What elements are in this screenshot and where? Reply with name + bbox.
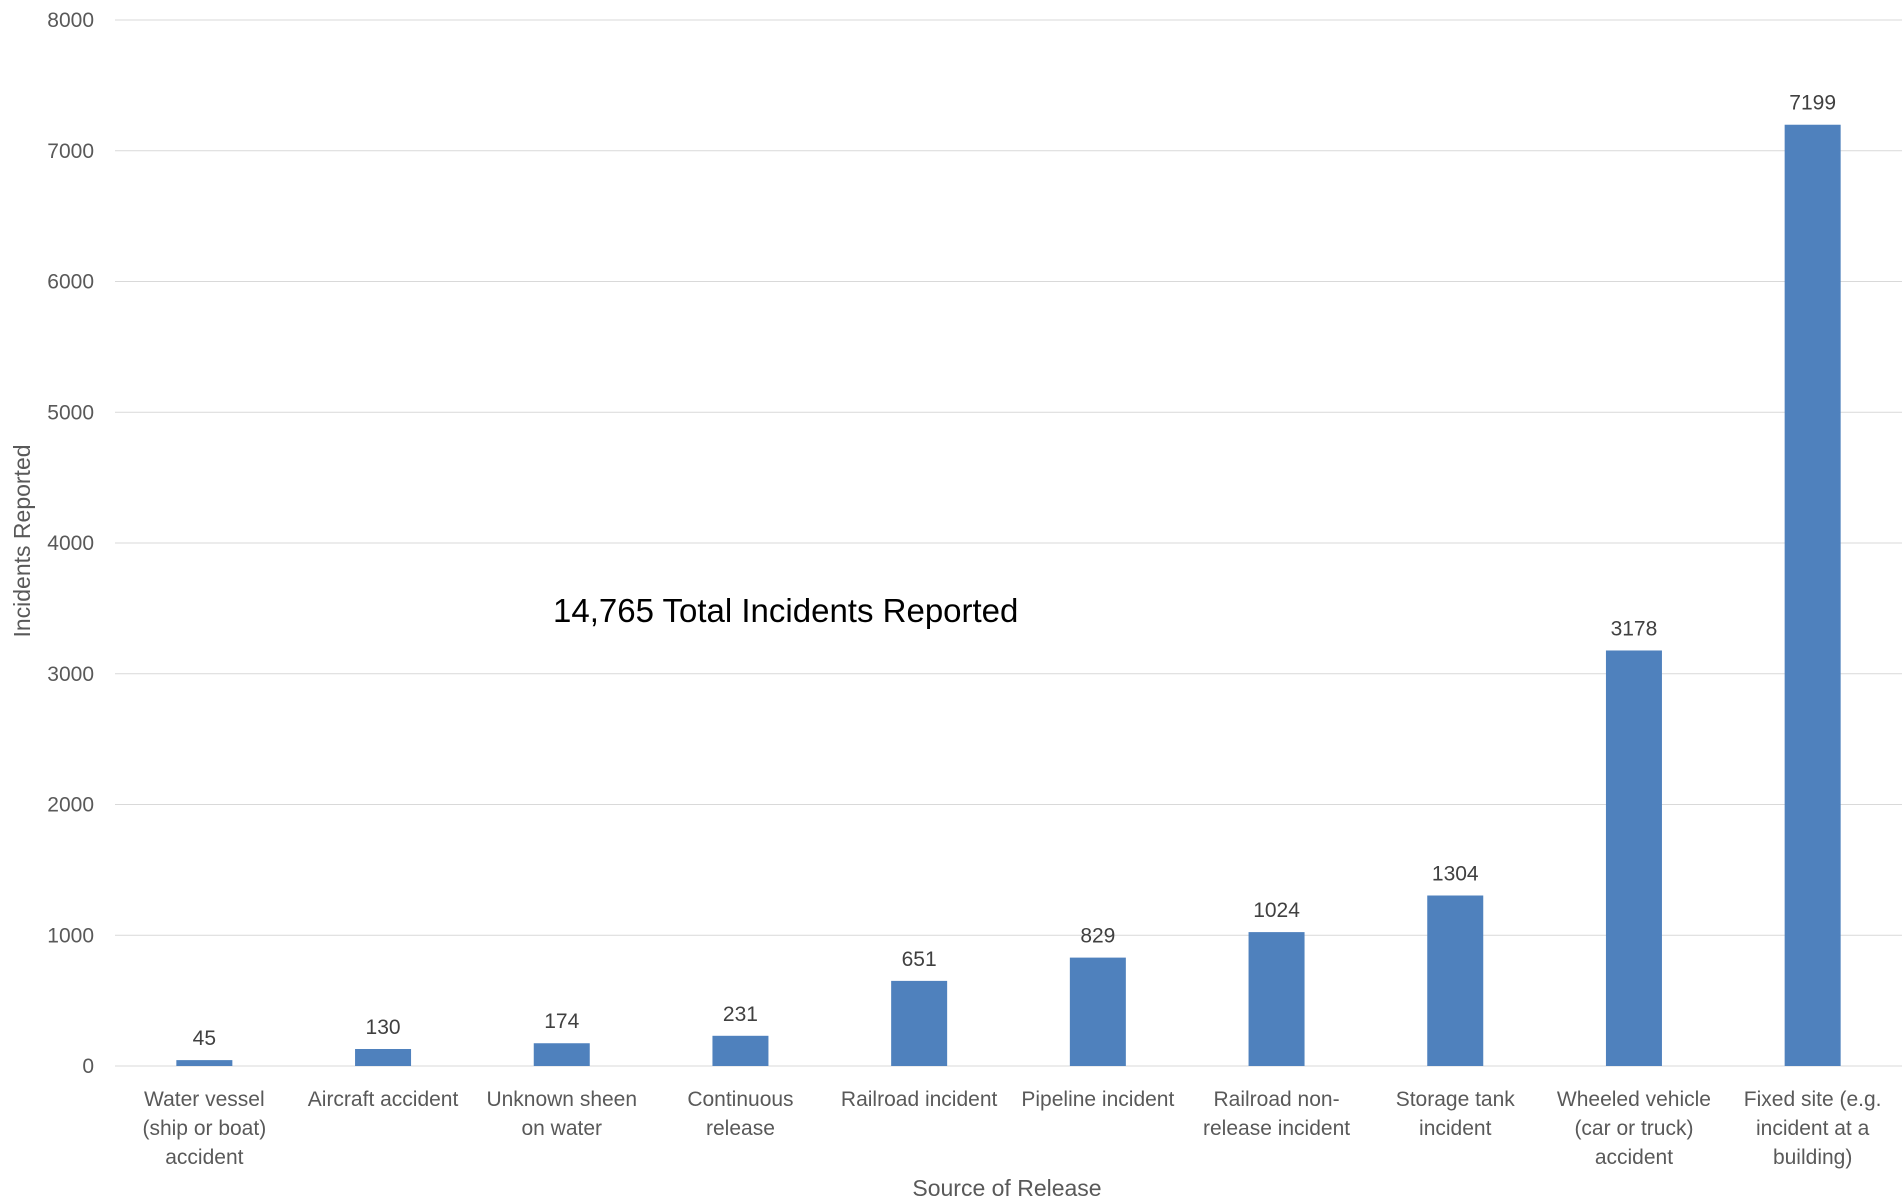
x-category-label: Storage tank incident [1396,1088,1516,1140]
x-category-label-line: Water vessel [144,1088,265,1111]
x-category-label: Pipeline incident [1021,1088,1174,1111]
bars [176,124,1841,1066]
x-category-label: Aircraft accident [308,1088,459,1111]
x-category-label-line: release incident [1203,1117,1350,1140]
x-category-label-line: Storage tank [1396,1088,1516,1111]
x-category-label: Water vessel (ship or boat) accident [142,1088,266,1169]
x-axis-categories: Water vessel (ship or boat) accident Aircra… [142,1088,1881,1169]
x-category-label-line: incident [1419,1117,1492,1140]
y-tick-label: 4000 [47,532,94,555]
data-label: 45 [193,1027,216,1050]
y-tick-label: 0 [82,1055,94,1078]
data-label: 829 [1080,925,1115,948]
total-annotation: 14,765 Total Incidents Reported [553,592,1018,629]
x-category-label-line: Continuous [687,1088,793,1111]
x-axis-title: Source of Release [912,1175,1101,1201]
y-tick-label: 2000 [47,794,94,817]
x-category-label-line: Railroad incident [841,1088,998,1111]
bar [1248,932,1305,1066]
x-category-label-line: Unknown sheen [486,1088,637,1111]
x-category-label-line: (ship or boat) [142,1117,266,1140]
data-label: 231 [723,1003,758,1026]
data-labels: 45 130 174 231 651 829 1024 1304 3178 7199 [193,92,1836,1050]
data-label: 3178 [1611,617,1658,640]
x-category-label: Unknown sheen on water [486,1088,637,1140]
x-category-label: Continuous release [687,1088,793,1140]
x-category-label: Wheeled vehicle (car or truck) accident [1557,1088,1711,1169]
x-category-label-line: building) [1773,1146,1852,1169]
gridlines [115,19,1902,1067]
y-tick-label: 8000 [47,9,94,32]
x-category-label-line: accident [1595,1146,1673,1169]
y-tick-label: 3000 [47,663,94,686]
x-category-label-line: Aircraft accident [308,1088,459,1111]
y-tick-label: 5000 [47,401,94,424]
bar [1069,957,1126,1066]
data-label: 1304 [1432,863,1479,886]
bar [533,1043,590,1066]
bar [355,1049,412,1066]
x-category-label: Railroad non-release incident [1203,1088,1350,1140]
bar [1605,650,1662,1066]
x-category-label-line: release [706,1117,775,1140]
bar [176,1060,233,1066]
x-category-label-line: (car or truck) [1574,1117,1693,1140]
data-label: 174 [544,1010,579,1033]
data-label: 7199 [1789,92,1836,115]
x-category-label: Fixed site (e.g. incident at a building) [1744,1088,1882,1169]
x-category-label-line: Wheeled vehicle [1557,1088,1711,1111]
data-label: 651 [902,948,937,971]
y-axis-ticks: 0 1000 2000 3000 4000 5000 6000 7000 8000 [47,9,94,1078]
x-category-label-line: Pipeline incident [1021,1088,1174,1111]
x-category-label-line: incident at a [1756,1117,1870,1140]
bar [1427,895,1484,1066]
y-tick-label: 7000 [47,140,94,163]
data-label: 1024 [1253,899,1300,922]
data-label: 130 [366,1016,401,1039]
x-category-label-line: on water [521,1117,602,1140]
y-axis-title: Incidents Reported [9,444,35,637]
x-category-label: Railroad incident [841,1088,998,1111]
bar [1784,124,1841,1066]
x-category-label-line: Railroad non- [1214,1088,1340,1111]
bar [891,980,948,1066]
bar [712,1035,769,1066]
x-category-label-line: accident [165,1146,243,1169]
x-category-label-line: Fixed site (e.g. [1744,1088,1882,1111]
y-tick-label: 6000 [47,271,94,294]
y-tick-label: 1000 [47,924,94,947]
